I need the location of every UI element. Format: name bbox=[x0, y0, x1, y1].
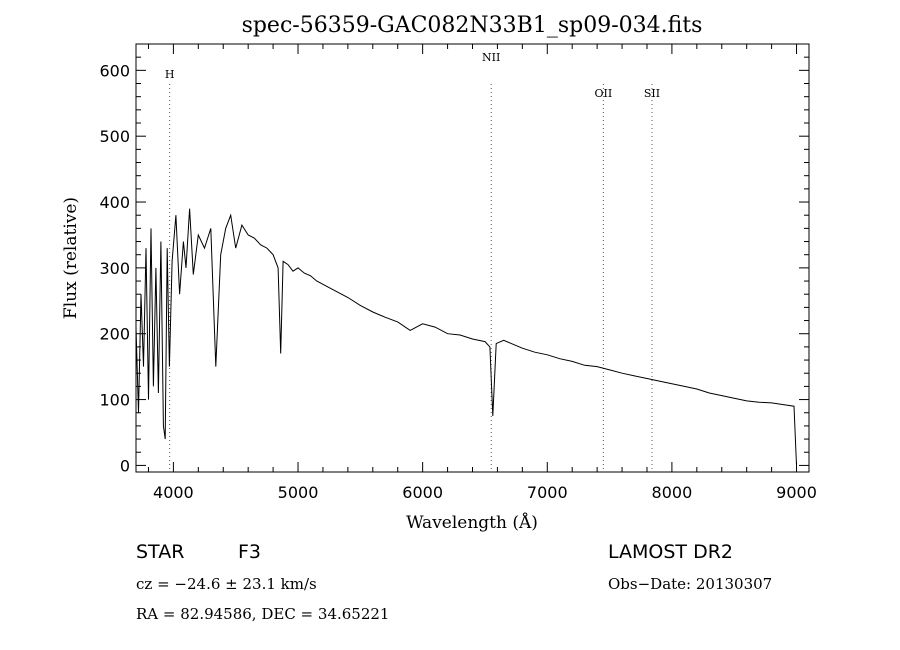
x-tick-label: 7000 bbox=[527, 483, 568, 502]
redshift-cz: cz = −24.6 ± 23.1 km/s bbox=[136, 575, 317, 593]
y-tick-label: 200 bbox=[99, 325, 130, 344]
y-tick-label: 100 bbox=[99, 391, 130, 410]
observation-date: Obs−Date: 20130307 bbox=[608, 575, 772, 593]
annotation-label: NII bbox=[482, 51, 500, 64]
x-axis-label: Wavelength (Å) bbox=[406, 512, 538, 533]
plot-frame bbox=[135, 43, 810, 473]
x-tick-label: 9000 bbox=[776, 483, 817, 502]
y-tick-label: 500 bbox=[99, 127, 130, 146]
object-subclass: F3 bbox=[238, 541, 261, 563]
ra-dec-coordinates: RA = 82.94586, DEC = 34.65221 bbox=[136, 605, 389, 623]
y-axis-ticks: 0 100 200 300 400 500 600 bbox=[99, 56, 809, 475]
spectrum-series bbox=[135, 208, 797, 466]
x-axis-ticks: 4000 5000 6000 7000 8000 9000 bbox=[147, 44, 817, 502]
annotation-label: SII bbox=[644, 87, 660, 100]
spectrum-line bbox=[135, 208, 797, 466]
y-tick-label: 300 bbox=[99, 259, 130, 278]
y-tick-label: 400 bbox=[99, 193, 130, 212]
survey-name: LAMOST DR2 bbox=[608, 541, 733, 563]
y-tick-label: 0 bbox=[120, 456, 130, 475]
object-class: STAR bbox=[136, 541, 184, 563]
y-tick-label: 600 bbox=[99, 61, 130, 80]
x-tick-label: 8000 bbox=[652, 483, 693, 502]
chart-title: spec-56359-GAC082N33B1_sp09-034.fits bbox=[242, 13, 703, 38]
x-tick-label: 6000 bbox=[402, 483, 443, 502]
y-axis-label: Flux (relative) bbox=[61, 197, 81, 319]
annotation-lines: H NII OII SII bbox=[165, 51, 660, 472]
x-tick-label: 5000 bbox=[278, 483, 319, 502]
annotation-label: OII bbox=[595, 87, 613, 100]
x-tick-label: 4000 bbox=[153, 483, 194, 502]
annotation-label: H bbox=[165, 68, 175, 81]
